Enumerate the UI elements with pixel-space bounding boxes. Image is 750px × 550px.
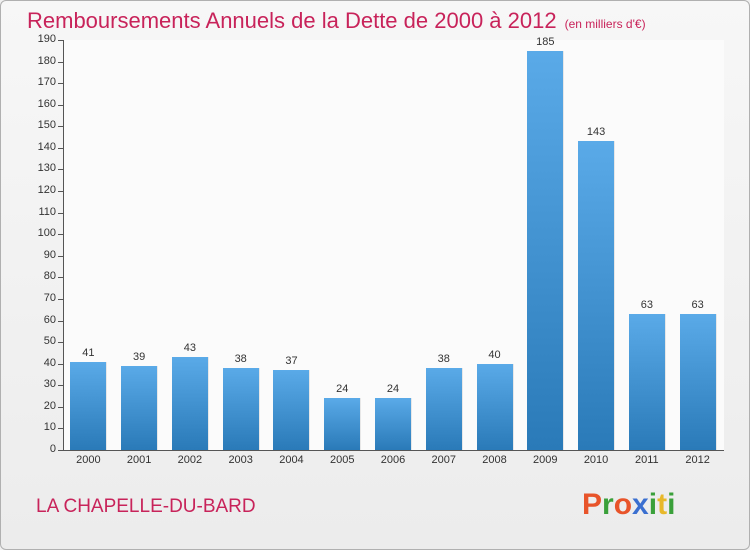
y-tick-mark bbox=[58, 147, 63, 149]
logo-letter: o bbox=[613, 488, 633, 521]
y-tick-label: 170 bbox=[37, 76, 56, 89]
data-label-2008: 40 bbox=[488, 348, 501, 361]
chart-subtitle: (en milliers d'€) bbox=[564, 17, 646, 31]
y-tick-label: 20 bbox=[43, 399, 56, 412]
y-tick-label: 80 bbox=[43, 270, 56, 283]
y-tick-mark bbox=[58, 277, 63, 279]
y-tick-label: 140 bbox=[37, 140, 56, 153]
y-tick-mark bbox=[58, 126, 63, 128]
y-tick-mark bbox=[58, 342, 63, 344]
logo-letter: t bbox=[657, 488, 668, 521]
data-label-2001: 39 bbox=[133, 350, 146, 363]
x-tick-label: 2007 bbox=[431, 454, 456, 466]
y-tick-mark bbox=[58, 40, 63, 41]
data-label-2006: 24 bbox=[386, 383, 400, 396]
city-name: LA CHAPELLE-DU-BARD bbox=[36, 496, 256, 517]
bar-2002 bbox=[171, 357, 208, 450]
x-tick-label: 2002 bbox=[177, 454, 203, 466]
y-tick-label: 60 bbox=[43, 313, 56, 326]
logo-letter: i bbox=[667, 488, 676, 521]
x-tick-label: 2005 bbox=[329, 454, 355, 466]
proxiti-logo: Proxiti bbox=[582, 488, 675, 522]
data-label-2005: 24 bbox=[336, 383, 349, 396]
y-tick-mark bbox=[58, 363, 63, 365]
bar-2009 bbox=[527, 50, 564, 450]
y-tick-mark bbox=[58, 83, 63, 85]
x-tick-label: 2010 bbox=[583, 454, 609, 466]
bar-2000 bbox=[70, 361, 107, 450]
y-tick-label: 130 bbox=[37, 162, 56, 175]
data-label-2002: 43 bbox=[183, 342, 197, 355]
bar-2011 bbox=[628, 314, 665, 450]
bar-2004 bbox=[273, 370, 310, 450]
y-tick-label: 150 bbox=[37, 119, 56, 132]
x-tick-label: 2008 bbox=[482, 454, 507, 466]
y-tick-label: 70 bbox=[43, 291, 56, 304]
y-tick-mark bbox=[58, 212, 63, 214]
y-tick-label: 120 bbox=[37, 184, 56, 197]
y-tick-mark bbox=[58, 234, 63, 236]
x-tick-label: 2003 bbox=[228, 454, 253, 466]
chart-title: Remboursements Annuels de la Dette de 20… bbox=[27, 8, 646, 34]
bar-2007 bbox=[425, 368, 462, 450]
x-tick-label: 2009 bbox=[533, 454, 558, 466]
y-tick-label: 190 bbox=[37, 33, 56, 45]
x-tick-label: 2004 bbox=[279, 454, 304, 466]
x-tick-label: 2000 bbox=[76, 454, 101, 466]
y-tick-label: 40 bbox=[43, 356, 56, 369]
x-tick-label: 2012 bbox=[685, 454, 710, 466]
data-label-2010: 143 bbox=[586, 126, 606, 139]
data-label-2004: 37 bbox=[285, 355, 298, 368]
logo-letter: P bbox=[582, 488, 603, 521]
y-tick-mark bbox=[58, 104, 63, 106]
y-tick-mark bbox=[58, 298, 63, 300]
y-tick-mark bbox=[58, 255, 63, 257]
y-tick-mark bbox=[58, 320, 63, 322]
y-tick-label: 50 bbox=[43, 335, 56, 348]
y-tick-label: 110 bbox=[38, 205, 56, 218]
y-tick-mark bbox=[58, 428, 63, 430]
data-label-2011: 63 bbox=[640, 299, 653, 312]
y-tick-mark bbox=[58, 61, 63, 63]
data-label-2012: 63 bbox=[691, 299, 704, 312]
chart-title-text: Remboursements Annuels de la Dette de 20… bbox=[27, 8, 557, 33]
bar-2003 bbox=[222, 368, 259, 450]
x-tick-label: 2001 bbox=[126, 454, 152, 466]
data-label-2009: 185 bbox=[536, 35, 555, 48]
y-tick-mark bbox=[58, 450, 63, 451]
bar-2012 bbox=[679, 314, 716, 450]
bar-2006 bbox=[375, 398, 411, 450]
y-tick-label: 90 bbox=[43, 248, 56, 261]
y-tick-mark bbox=[58, 191, 63, 193]
bar-2005 bbox=[324, 398, 361, 450]
bar-2010 bbox=[578, 141, 615, 450]
x-tick-label: 2011 bbox=[635, 454, 659, 466]
data-label-2007: 38 bbox=[437, 353, 450, 365]
y-tick-label: 10 bbox=[43, 421, 56, 434]
logo-letter: r bbox=[602, 488, 614, 521]
y-tick-mark bbox=[58, 169, 63, 171]
y-tick-label: 100 bbox=[37, 227, 56, 240]
y-tick-mark bbox=[58, 406, 63, 408]
bar-2008 bbox=[476, 363, 513, 450]
y-tick-label: 180 bbox=[37, 54, 56, 67]
data-label-2000: 41 bbox=[82, 346, 95, 359]
logo-letter: i bbox=[648, 488, 658, 521]
bar-2001 bbox=[121, 365, 158, 450]
data-label-2003: 38 bbox=[234, 353, 247, 365]
y-tick-label: 0 bbox=[49, 443, 56, 455]
x-tick-label: 2006 bbox=[380, 454, 406, 466]
y-tick-mark bbox=[58, 385, 63, 387]
logo-letter: x bbox=[632, 488, 649, 521]
y-tick-label: 160 bbox=[37, 97, 56, 110]
y-tick-label: 30 bbox=[43, 378, 56, 391]
